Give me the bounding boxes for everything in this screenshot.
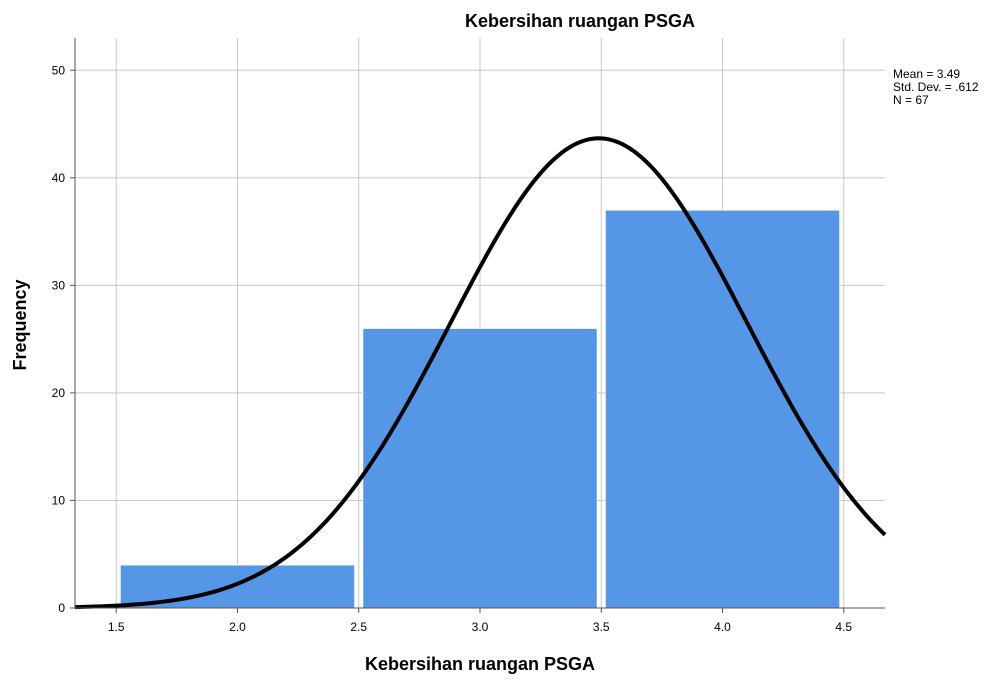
chart-title: Kebersihan ruangan PSGA xyxy=(465,11,695,31)
stats-n: N = 67 xyxy=(893,93,929,107)
y-axis-label: Frequency xyxy=(10,279,30,370)
y-tick-label: 20 xyxy=(52,386,66,400)
stats-box: Mean = 3.49 Std. Dev. = .612 N = 67 xyxy=(893,67,979,107)
stats-std-dev: Std. Dev. = .612 xyxy=(893,80,979,94)
x-tick-label: 3.0 xyxy=(472,620,489,634)
y-tick-label: 0 xyxy=(58,601,65,615)
y-tick-label: 10 xyxy=(52,493,66,507)
curve-layer xyxy=(74,136,887,610)
normal-curve xyxy=(74,136,887,610)
x-tick-label: 2.5 xyxy=(350,620,367,634)
y-tick-label: 30 xyxy=(52,278,66,292)
x-tick-label: 1.5 xyxy=(108,620,125,634)
x-tick-label: 3.5 xyxy=(593,620,610,634)
y-tick-label: 50 xyxy=(52,63,66,77)
x-tick-label: 4.5 xyxy=(835,620,852,634)
histogram-bar xyxy=(362,327,598,609)
x-tick-label: 2.0 xyxy=(229,620,246,634)
axis-layer: 1.5 2.0 2.5 3.0 3.5 4.0 4.5 0 10 20 30 40 50 xyxy=(52,38,885,634)
histogram-bar xyxy=(604,209,841,609)
y-tick-label: 40 xyxy=(52,171,66,185)
x-axis-label: Kebersihan ruangan PSGA xyxy=(365,654,595,674)
x-tick-label: 4.0 xyxy=(714,620,731,634)
stats-mean: Mean = 3.49 xyxy=(893,67,960,81)
